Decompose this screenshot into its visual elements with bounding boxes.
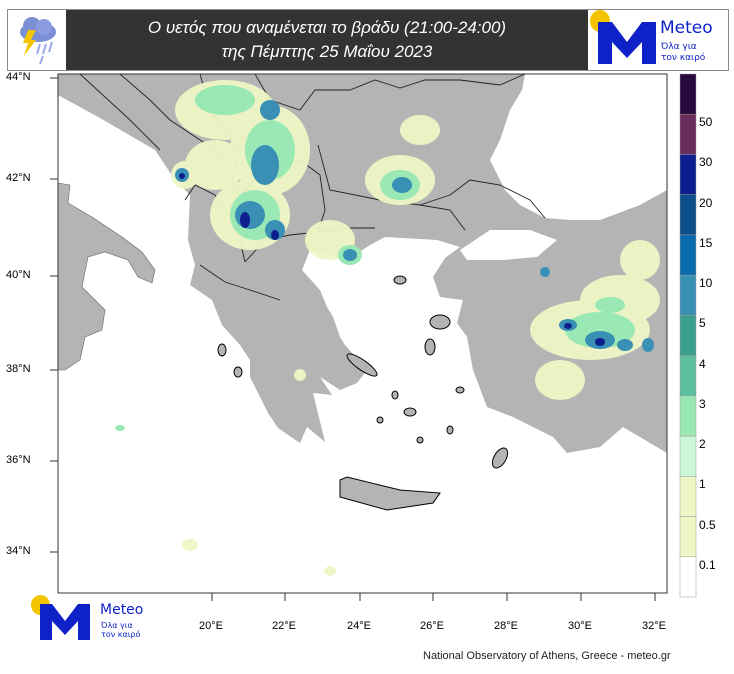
sea-of-marmara: [460, 230, 557, 260]
lat-label: 40°N: [6, 269, 31, 281]
legend-swatch: [679, 556, 697, 598]
legend-swatch: [679, 73, 697, 115]
logo-tagline-1: Όλα για: [101, 621, 133, 630]
lon-label: 20°E: [199, 620, 223, 632]
legend-swatch: [679, 395, 697, 437]
meteo-logo: Meteo Όλα για τον καιρό: [588, 10, 728, 70]
legend-swatch: [679, 355, 697, 397]
legend-label: 4: [699, 356, 706, 371]
lon-label: 30°E: [568, 620, 592, 632]
title-line-2: της Πέμπτης 25 Μαΐου 2023: [221, 42, 433, 61]
legend-label: 0.5: [699, 517, 716, 532]
map-title: Ο υετός που αναμένεται το βράδυ (21:00-2…: [66, 10, 588, 70]
legend-swatch: [679, 274, 697, 316]
legend-label: 5: [699, 316, 706, 331]
legend-swatch: [679, 315, 697, 356]
legend-label: 3: [699, 396, 706, 411]
title-line-1: Ο υετός που αναμένεται το βράδυ (21:00-2…: [147, 18, 507, 37]
lat-label: 44°N: [6, 71, 31, 83]
legend-swatch: [679, 154, 697, 195]
legend-swatch: [679, 234, 697, 276]
logo-tagline-2: τον καιρό: [661, 53, 706, 63]
legend-label: 1: [699, 477, 706, 492]
lat-label: 42°N: [6, 172, 31, 184]
legend-swatch: [679, 435, 697, 477]
lon-label: 26°E: [420, 620, 444, 632]
legend-swatch: [679, 113, 697, 155]
logo-tagline-2: τον καιρό: [101, 630, 141, 639]
sea-mediterranean-aegean: [58, 95, 667, 593]
logo-tagline-1: Όλα για: [661, 42, 697, 52]
lat-label: 36°N: [6, 454, 31, 466]
lat-label: 38°N: [6, 363, 31, 375]
legend-swatch: [679, 194, 697, 236]
legend-label: 10: [699, 276, 713, 291]
precipitation-legend: [679, 73, 697, 598]
legend-label: 30: [699, 155, 713, 170]
cloud-lightning-rain-icon: [8, 10, 66, 70]
legend-swatch: [679, 476, 697, 517]
logo-name: Meteo: [660, 18, 713, 38]
map-frame: [57, 73, 668, 594]
italy: [58, 182, 156, 371]
legend-label: 15: [699, 235, 713, 250]
lon-label: 28°E: [494, 620, 518, 632]
crete: [339, 476, 441, 511]
header-banner: Ο υετός που αναμένεται το βράδυ (21:00-2…: [7, 9, 729, 71]
lon-label: 22°E: [272, 620, 296, 632]
black-sea: [490, 74, 667, 220]
lat-label: 34°N: [6, 545, 31, 557]
lon-label: 24°E: [347, 620, 371, 632]
meteo-logo-bottom: Meteo Όλα για τον καιρό: [28, 595, 153, 650]
rain-field: [115, 80, 660, 576]
legend-swatch: [679, 516, 697, 558]
legend-label: 0.1: [699, 557, 716, 572]
legend-label: 2: [699, 437, 706, 452]
axis-ticks: [50, 77, 656, 601]
logo-name: Meteo: [100, 602, 144, 618]
legend-label: 20: [699, 195, 713, 210]
lon-label: 32°E: [642, 620, 666, 632]
credit-text: National Observatory of Athens, Greece -…: [423, 650, 671, 662]
islands: [217, 275, 509, 469]
legend-label: 50: [699, 115, 713, 130]
